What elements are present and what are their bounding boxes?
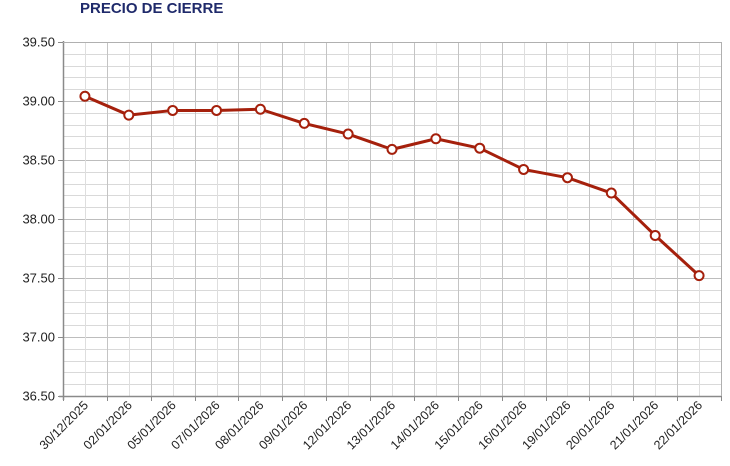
grid-lines xyxy=(63,42,722,397)
y-tick-label: 37.50 xyxy=(22,271,55,286)
data-point-marker xyxy=(79,90,91,102)
data-point-marker xyxy=(693,270,705,282)
data-point-marker xyxy=(298,117,310,129)
data-point-marker xyxy=(167,104,179,116)
data-point-marker xyxy=(123,109,135,121)
data-point-marker xyxy=(211,104,223,116)
data-point-marker xyxy=(430,133,442,145)
x-axis-ticks: 30/12/202502/01/202605/01/202607/01/2026… xyxy=(37,396,722,452)
y-tick-label: 39.50 xyxy=(22,35,55,50)
y-tick-label: 38.00 xyxy=(22,212,55,227)
chart-title: PRECIO DE CIERRE xyxy=(80,0,224,17)
data-point-marker xyxy=(605,187,617,199)
data-point-marker xyxy=(518,163,530,175)
price-series xyxy=(79,90,705,282)
y-tick-label: 37.00 xyxy=(22,330,55,345)
y-tick-label: 36.50 xyxy=(22,389,55,404)
axes xyxy=(59,41,722,400)
data-point-marker xyxy=(342,128,354,140)
data-point-marker xyxy=(254,103,266,115)
data-point-marker xyxy=(561,172,573,184)
y-tick-label: 38.50 xyxy=(22,153,55,168)
data-point-marker xyxy=(649,230,661,242)
data-point-marker xyxy=(386,143,398,155)
y-tick-label: 39.00 xyxy=(22,94,55,109)
y-axis-ticks: 39.50 39.00 38.50 38.00 37.50 37.00 36.50 xyxy=(22,35,63,404)
data-point-marker xyxy=(474,142,486,154)
